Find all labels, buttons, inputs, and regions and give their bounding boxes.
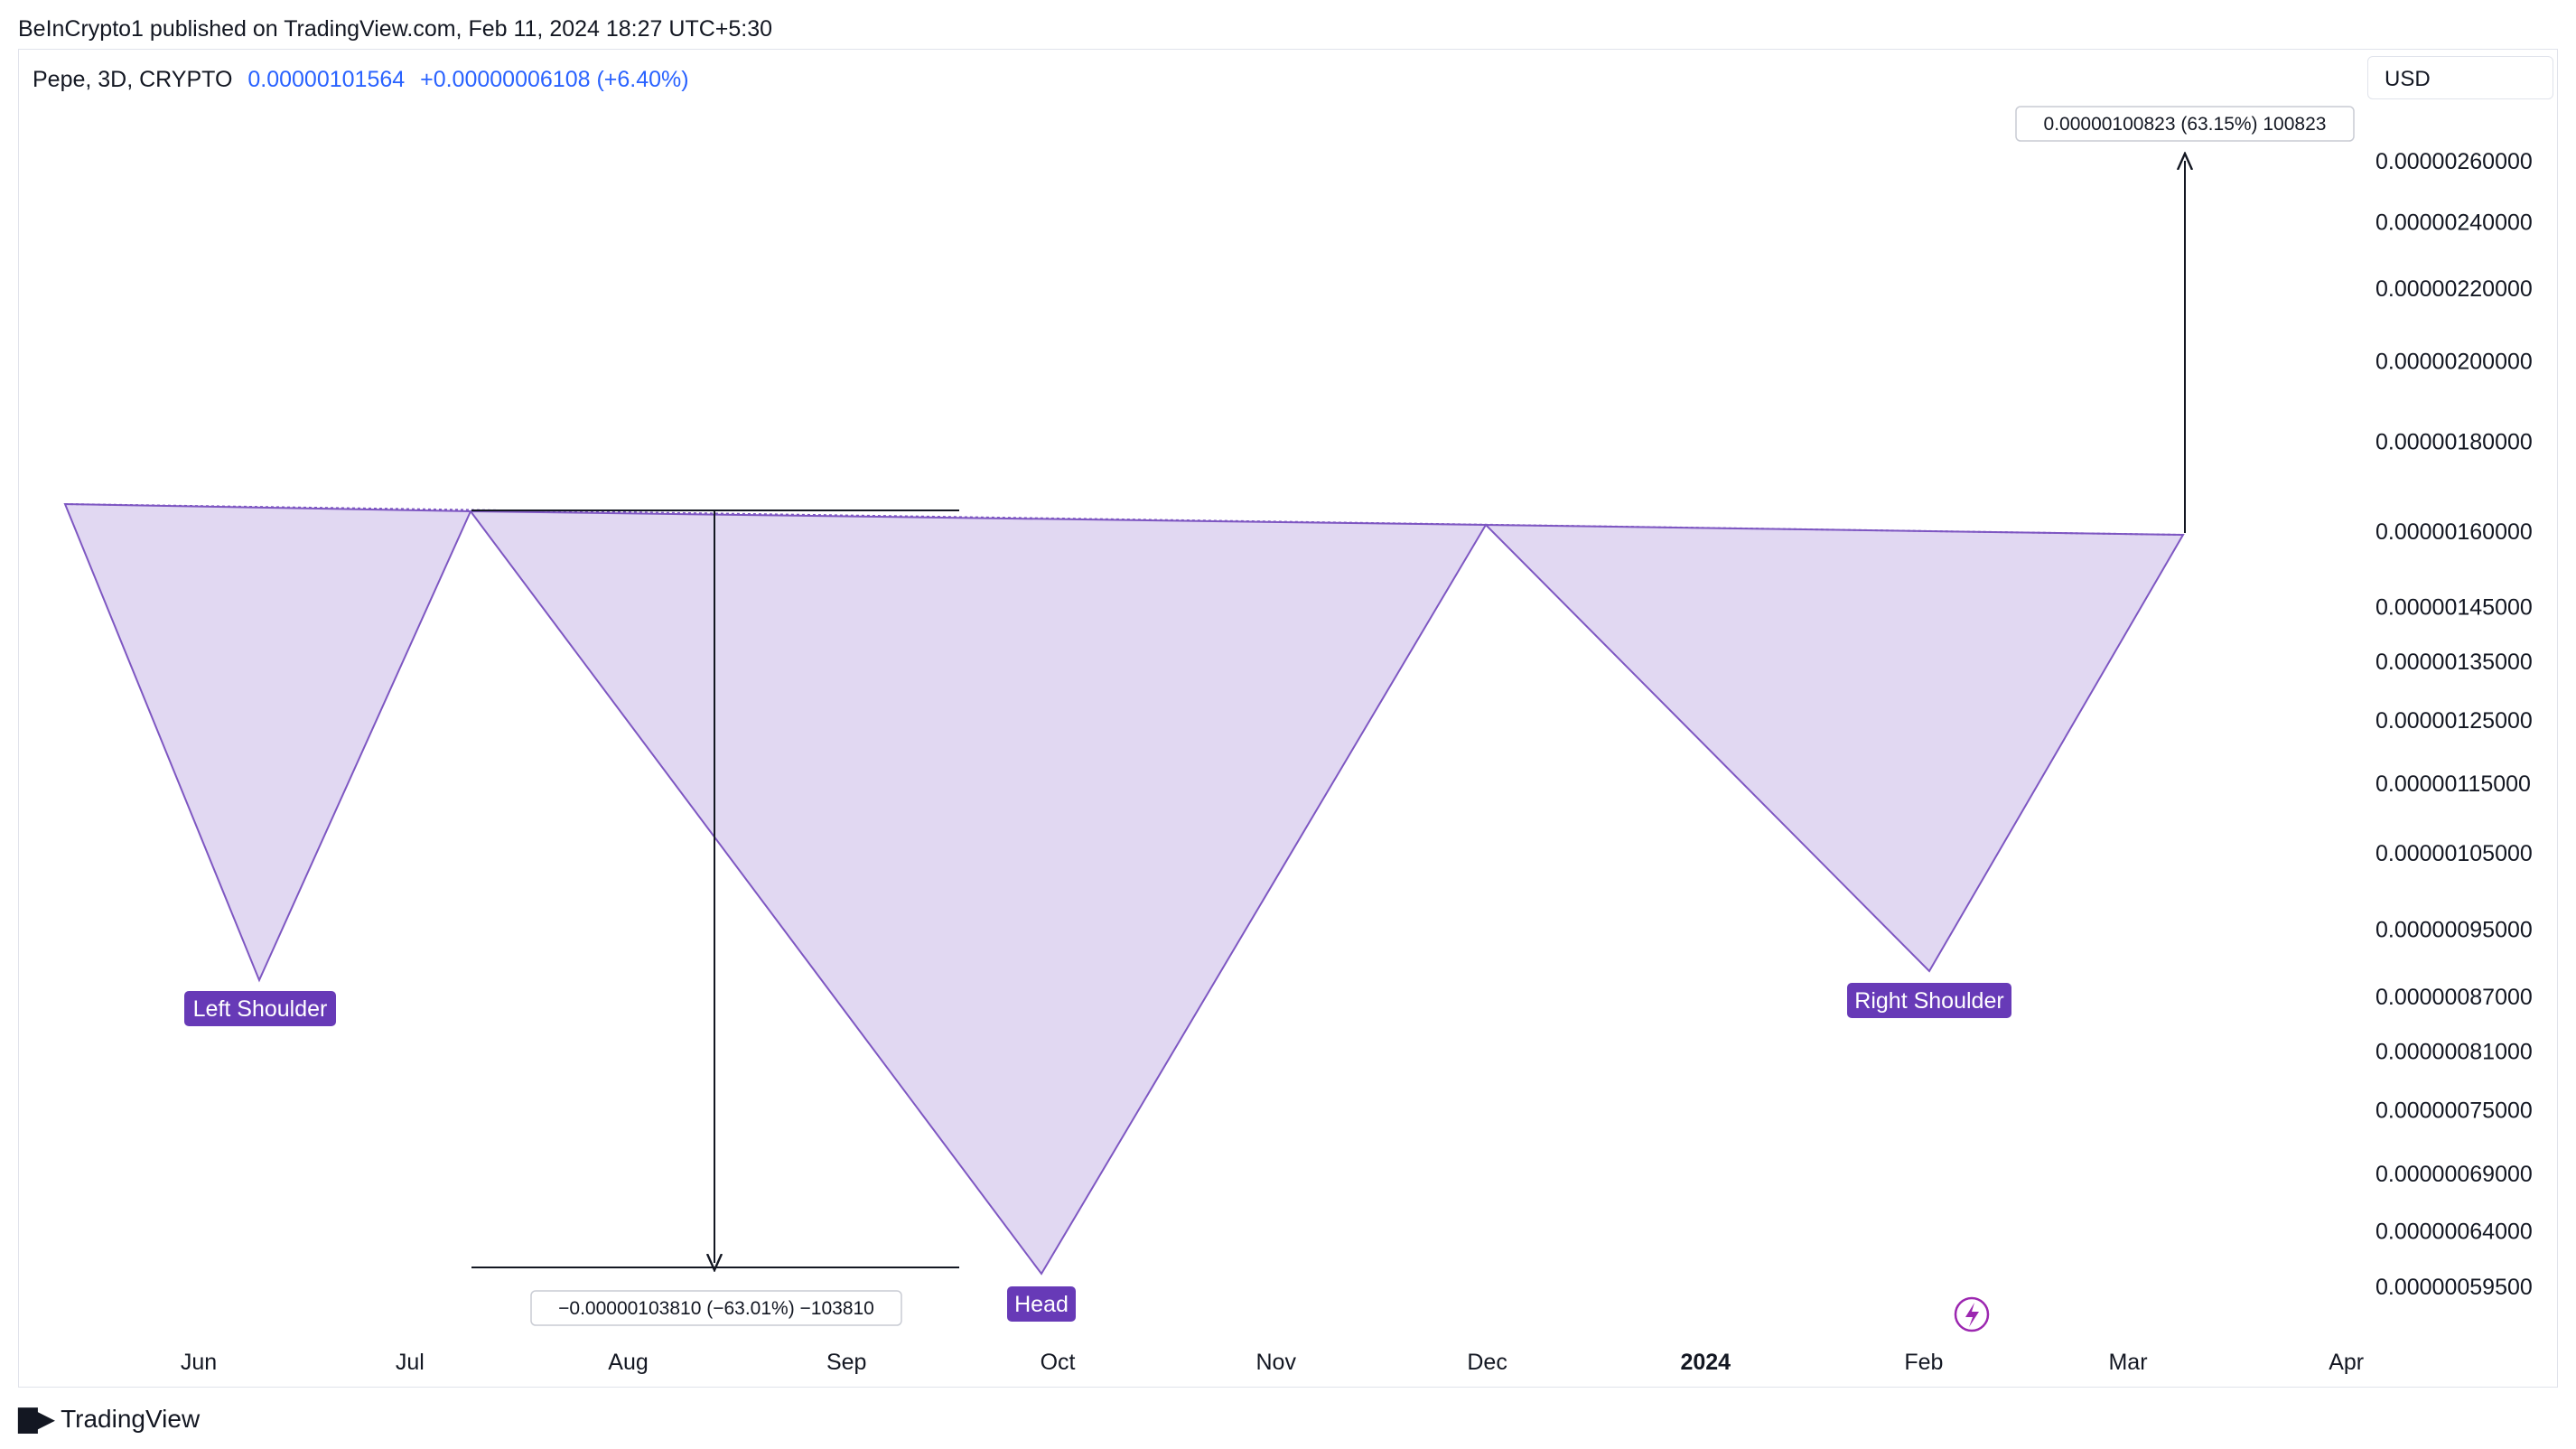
time-tick-label: Oct [1041, 1350, 1076, 1375]
price-tick-label: 0.00000145000 [2375, 594, 2533, 620]
price-tick-label: 0.00000059500 [2375, 1275, 2533, 1300]
price-tick-label: 0.00000135000 [2375, 650, 2533, 675]
time-tick-label: Sep [826, 1350, 866, 1375]
price-tick-label: 0.00000075000 [2375, 1098, 2533, 1123]
measure-down-label: −0.00000103810 (−63.01%) −103810 [530, 1290, 902, 1326]
time-tick-label: Apr [2329, 1350, 2364, 1375]
price-tick-label: 0.00000180000 [2375, 430, 2533, 455]
price-tick-label: 0.00000160000 [2375, 519, 2533, 545]
price-tick-label: 0.00000115000 [2375, 771, 2531, 797]
label-head: Head [1007, 1286, 1076, 1322]
time-tick-label: Dec [1467, 1350, 1507, 1375]
svg-text:Left Shoulder: Left Shoulder [193, 996, 328, 1022]
lightning-icon[interactable] [1954, 1296, 1990, 1332]
time-tick-label: Feb [1904, 1350, 1943, 1375]
time-tick-label: Jun [181, 1350, 217, 1375]
brand-name: TradingView [61, 1404, 201, 1433]
price-tick-label: 0.00000220000 [2375, 276, 2533, 302]
price-tick-label: 0.00000064000 [2375, 1219, 2533, 1244]
symbol-name[interactable]: Pepe, 3D, CRYPTO [33, 67, 233, 92]
svg-text:−0.00000103810 (−63.01%) −1038: −0.00000103810 (−63.01%) −103810 [558, 1298, 874, 1319]
legend-change: +0.00000006108 (+6.40%) [420, 67, 689, 92]
price-tick-label: 0.00000105000 [2375, 841, 2533, 866]
price-tick-label: 0.00000095000 [2375, 918, 2533, 943]
price-tick-label: 0.00000240000 [2375, 210, 2533, 236]
time-tick-label: Aug [608, 1350, 648, 1375]
price-tick-label: 0.00000125000 [2375, 708, 2533, 734]
tradingview-brand: ▇▶ TradingView [18, 1404, 200, 1434]
measure-up-label: 0.00000100823 (63.15%) 100823 [2015, 106, 2355, 142]
measure-tools [471, 161, 2185, 1267]
currency-button[interactable]: USD [2367, 56, 2553, 99]
right-shoulder-triangle [1483, 523, 2185, 973]
left-shoulder-triangle [63, 502, 472, 983]
time-tick-label: 2024 [1680, 1350, 1731, 1375]
price-tick-label: 0.00000069000 [2375, 1162, 2533, 1187]
symbol-legend: Pepe, 3D, CRYPTO 0.00000101564 +0.000000… [33, 67, 689, 93]
price-axis[interactable]: 0.00000260000 0.00000240000 0.00000220000 0… [2375, 149, 2533, 1300]
price-tick-label: 0.00000081000 [2375, 1039, 2533, 1064]
time-axis[interactable]: Jun Jul Aug Sep Oct Nov Dec 2024 Feb Mar Apr [181, 1350, 2364, 1375]
pattern-shapes [63, 502, 2185, 1276]
neckline [64, 503, 2184, 536]
time-tick-label: Jul [396, 1350, 425, 1375]
price-tick-label: 0.00000087000 [2375, 985, 2533, 1010]
svg-text:Right Shoulder: Right Shoulder [1854, 988, 2003, 1014]
tradingview-logo-icon: ▇▶ [18, 1405, 55, 1433]
price-tick-label: 0.00000200000 [2375, 350, 2533, 375]
legend-price: 0.00000101564 [247, 67, 406, 92]
time-tick-label: Nov [1255, 1350, 1296, 1375]
svg-text:0.00000100823 (63.15%) 100823: 0.00000100823 (63.15%) 100823 [2044, 114, 2327, 135]
chart-frame [18, 49, 2558, 1388]
publish-line: BeInCrypto1 published on TradingView.com… [18, 16, 773, 42]
svg-text:Head: Head [1014, 1292, 1069, 1317]
label-left-shoulder: Left Shoulder [184, 991, 336, 1026]
head-triangle [468, 509, 1488, 1276]
label-right-shoulder: Right Shoulder [1847, 983, 2011, 1018]
time-tick-label: Mar [2108, 1350, 2147, 1375]
price-tick-label: 0.00000260000 [2375, 149, 2533, 174]
